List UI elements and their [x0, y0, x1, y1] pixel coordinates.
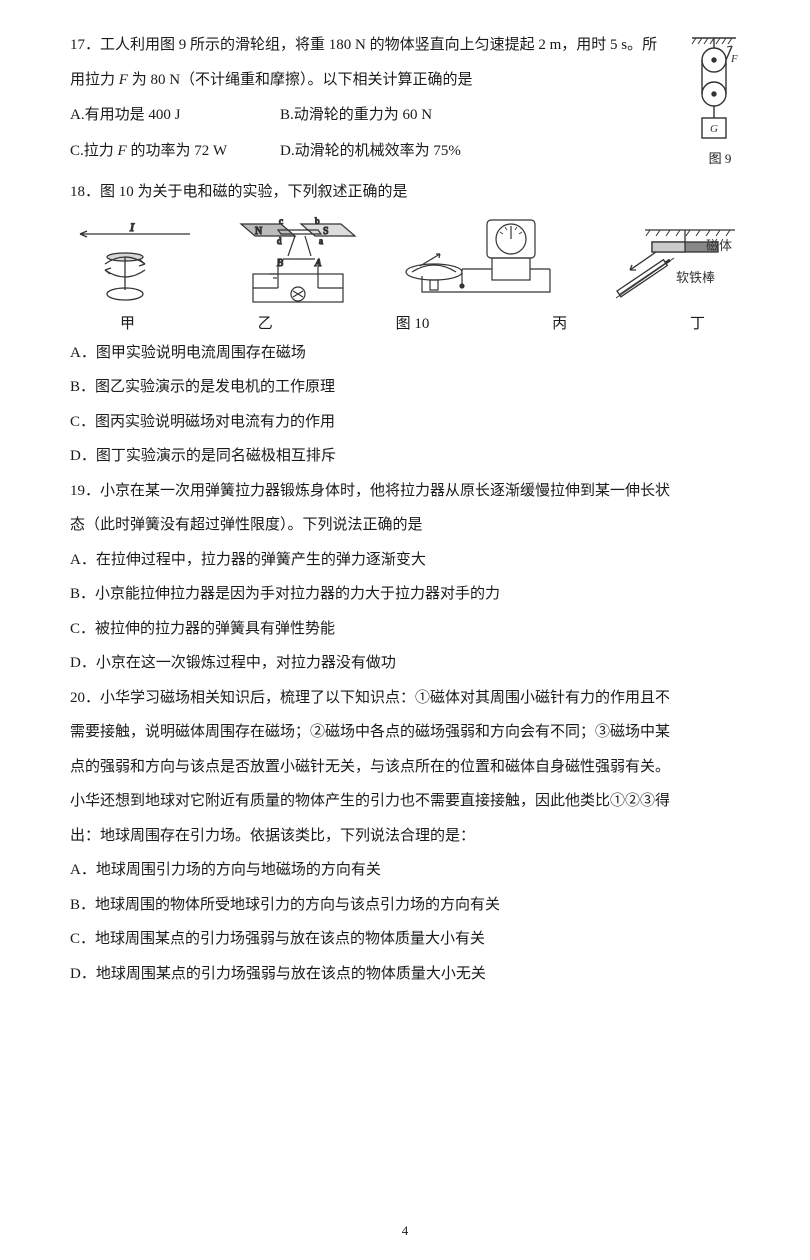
- svg-text:d: d: [277, 236, 282, 246]
- q17-stem-l2-post: 为 80 N（不计绳重和摩擦）。以下相关计算正确的是: [128, 72, 473, 88]
- oersted-icon: I: [70, 222, 200, 310]
- label-mid: 图 10: [396, 312, 430, 336]
- q17-option-a: A.有用功是 400 J: [70, 97, 280, 133]
- q18-option-d: D．图丁实验演示的是同名磁极相互排斥: [70, 439, 740, 474]
- label-jia: 甲: [120, 312, 135, 336]
- svg-text:a: a: [319, 236, 323, 246]
- label-bing: 丙: [552, 312, 567, 336]
- label-G: G: [710, 123, 718, 135]
- figure-10-row: I N: [70, 214, 740, 310]
- q20-options: A．地球周围引力场的方向与地磁场的方向有关 B．地球周围的物体所受地球引力的方向…: [70, 853, 740, 991]
- q17-stem-line1: 17．工人利用图 9 所示的滑轮组，将重 180 N 的物体竖直向上匀速提起 2…: [70, 28, 740, 63]
- q17-option-b: B.动滑轮的重力为 60 N: [280, 97, 490, 133]
- q19-stem-l1: 19．小京在某一次用弹簧拉力器锻炼身体时，他将拉力器从原长逐渐缓慢拉伸到某一伸长…: [70, 474, 740, 509]
- q19-option-a: A．在拉伸过程中，拉力器的弹簧产生的弹力逐渐变大: [70, 543, 740, 578]
- q20-stem-l5: 出：地球周围存在引力场。依据该类比，下列说法合理的是：: [70, 819, 740, 854]
- magnetize-icon: 磁体 软铁棒: [590, 222, 740, 310]
- q20-option-d: D．地球周围某点的引力场强弱与放在该点的物体质量大小无关: [70, 957, 740, 992]
- svg-text:软铁棒: 软铁棒: [676, 270, 715, 285]
- q20-option-a: A．地球周围引力场的方向与地磁场的方向有关: [70, 853, 740, 888]
- label-ding: 丁: [690, 312, 705, 336]
- label-F: F: [730, 53, 738, 65]
- figure-jia: I: [70, 222, 200, 310]
- q20-option-c: C．地球周围某点的引力场强弱与放在该点的物体质量大小有关: [70, 922, 740, 957]
- svg-text:c: c: [279, 216, 283, 226]
- figure-9: F G 图 9: [690, 34, 750, 174]
- q19-option-b: B．小京能拉伸拉力器是因为手对拉力器的力大于拉力器对手的力: [70, 577, 740, 612]
- question-17: 17．工人利用图 9 所示的滑轮组，将重 180 N 的物体竖直向上匀速提起 2…: [70, 28, 740, 169]
- question-18: 18．图 10 为关于电和磁的实验，下列叙述正确的是 I: [70, 175, 740, 474]
- q17-option-d: D.动滑轮的机械效率为 75%: [280, 133, 490, 169]
- question-20: 20．小华学习磁场相关知识后，梳理了以下知识点：①磁体对其周围小磁针有力的作用且…: [70, 681, 740, 992]
- q18-option-c: C．图丙实验说明磁场对电流有力的作用: [70, 405, 740, 440]
- q19-option-c: C．被拉伸的拉力器的弹簧具有弹性势能: [70, 612, 740, 647]
- figure-yi: N S c b d a B A: [223, 214, 368, 310]
- induction-icon: [392, 214, 567, 310]
- figure-bing: [392, 214, 567, 310]
- q19-option-d: D．小京在这一次锻炼过程中，对拉力器没有做功: [70, 646, 740, 681]
- figure-9-caption: 图 9: [690, 144, 750, 174]
- q19-options: A．在拉伸过程中，拉力器的弹簧产生的弹力逐渐变大 B．小京能拉伸拉力器是因为手对…: [70, 543, 740, 681]
- q20-stem-l1: 20．小华学习磁场相关知识后，梳理了以下知识点：①磁体对其周围小磁针有力的作用且…: [70, 681, 740, 716]
- q18-options: A．图甲实验说明电流周围存在磁场 B．图乙实验演示的是发电机的工作原理 C．图丙…: [70, 336, 740, 474]
- q17-options: A.有用功是 400 J B.动滑轮的重力为 60 N C.拉力 F 的功率为 …: [70, 97, 740, 169]
- q20-stem-l2: 需要接触，说明磁体周围存在磁场；②磁场中各点的磁场强弱和方向会有不同；③磁场中某: [70, 715, 740, 750]
- svg-text:N: N: [255, 226, 262, 237]
- q19-stem-l2: 态（此时弹簧没有超过弹性限度）。下列说法正确的是: [70, 508, 740, 543]
- svg-text:I: I: [129, 222, 135, 234]
- q17-stem-l2-pre: 用拉力: [70, 72, 119, 88]
- svg-text:S: S: [323, 226, 329, 237]
- figure-10-labels: 甲 乙 图 10 丙 丁: [70, 312, 740, 336]
- figure-ding: 磁体 软铁棒: [590, 222, 740, 310]
- q17-option-c: C.拉力 F 的功率为 72 W: [70, 133, 280, 169]
- q18-option-b: B．图乙实验演示的是发电机的工作原理: [70, 370, 740, 405]
- q18-stem: 18．图 10 为关于电和磁的实验，下列叙述正确的是: [70, 175, 740, 210]
- label-yi: 乙: [258, 312, 273, 336]
- motor-icon: N S c b d a B A: [223, 214, 368, 310]
- svg-text:b: b: [315, 216, 320, 226]
- q20-stem-l3: 点的强弱和方向与该点是否放置小磁针无关，与该点所在的位置和磁体自身磁性强弱有关。: [70, 750, 740, 785]
- pulley-icon: F G: [690, 34, 738, 144]
- q17-stem-l2-var: F: [119, 72, 128, 88]
- q18-option-a: A．图甲实验说明电流周围存在磁场: [70, 336, 740, 371]
- q20-option-b: B．地球周围的物体所受地球引力的方向与该点引力场的方向有关: [70, 888, 740, 923]
- q17-stem-line2: 用拉力 F 为 80 N（不计绳重和摩擦）。以下相关计算正确的是: [70, 63, 740, 98]
- page-number: 4: [0, 1216, 810, 1246]
- page: 17．工人利用图 9 所示的滑轮组，将重 180 N 的物体竖直向上匀速提起 2…: [0, 0, 810, 1260]
- question-19: 19．小京在某一次用弹簧拉力器锻炼身体时，他将拉力器从原长逐渐缓慢拉伸到某一伸长…: [70, 474, 740, 681]
- q20-stem-l4: 小华还想到地球对它附近有质量的物体产生的引力也不需要直接接触，因此他类比①②③得: [70, 784, 740, 819]
- svg-text:磁体: 磁体: [706, 238, 732, 253]
